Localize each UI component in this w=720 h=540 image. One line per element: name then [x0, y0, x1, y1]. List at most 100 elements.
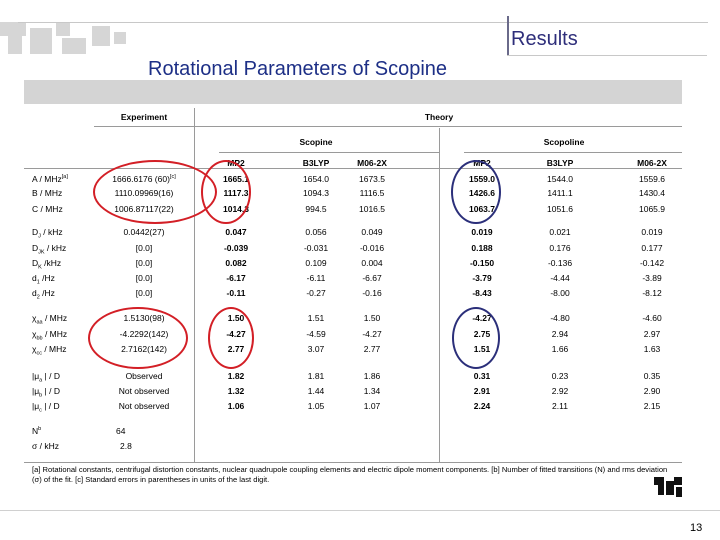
title-band [24, 80, 682, 104]
theory-value: 1.63 [643, 344, 661, 354]
theory-value: 1051.6 [547, 204, 573, 214]
theory-value: 0.31 [473, 371, 491, 381]
university-logo-icon [0, 22, 126, 54]
theory-value: -6.17 [226, 273, 246, 283]
theory-header: Theory [424, 112, 454, 122]
red-highlight-mp2-quadrupole [208, 307, 254, 369]
page-number: 13 [690, 522, 703, 534]
theory-value: 1.51 [307, 313, 325, 323]
theory-value: 2.92 [551, 386, 569, 396]
row-label: χcc / MHz [32, 344, 67, 357]
theory-value: 1654.0 [303, 174, 329, 184]
theory-value: 0.082 [225, 258, 247, 268]
experiment-value: Not observed [118, 401, 170, 411]
row-label: C / MHz [32, 204, 63, 214]
table-top-rule [94, 126, 682, 127]
experiment-value: [0.0] [135, 273, 153, 283]
row-label: d2 /Hz [32, 288, 55, 301]
slide-title: Rotational Parameters of Scopine [148, 58, 448, 80]
theory-value: 3.07 [307, 344, 325, 354]
theory-value: 0.056 [305, 227, 327, 237]
experiment-header: Experiment [120, 112, 168, 122]
experiment-value: [0.0] [135, 288, 153, 298]
theory-value: -0.039 [223, 243, 249, 253]
experiment-value: Not observed [118, 386, 170, 396]
theory-value: 1411.1 [547, 188, 573, 198]
theory-value: 1.50 [363, 313, 381, 323]
theory-value: -3.79 [472, 273, 492, 283]
method-header: M06-2X [637, 158, 667, 168]
experiment-value: [0.0] [135, 243, 153, 253]
row-label: Nb [32, 426, 42, 436]
theory-value: 1.81 [307, 371, 325, 381]
theory-value: -0.11 [226, 288, 246, 298]
parameters-table: Experiment Theory Scopine Scopoline MP2 B3LYP… [24, 104, 682, 492]
theory-value: 2.15 [643, 401, 661, 411]
theory-value: -4.27 [362, 329, 382, 339]
theory-value: 2.97 [643, 329, 661, 339]
theory-value: 1.34 [363, 386, 381, 396]
theory-value: 2.90 [643, 386, 661, 396]
theory-value: -0.150 [469, 258, 495, 268]
theory-value: -8.12 [642, 288, 662, 298]
table-footnote: [a] Rotational constants, centrifugal di… [32, 465, 668, 484]
theory-value: 0.188 [471, 243, 493, 253]
row-label: d1 /Hz [32, 273, 55, 286]
theory-value: 994.5 [305, 204, 327, 214]
theory-value: -0.136 [547, 258, 573, 268]
table-bottom-rule [24, 462, 682, 463]
theory-value: -0.142 [639, 258, 665, 268]
university-logo-small-icon [654, 477, 682, 497]
blue-highlight-scopoline-quadrupole [452, 307, 500, 369]
theory-value: 1.82 [227, 371, 245, 381]
theory-value: 1.86 [363, 371, 381, 381]
red-highlight-experiment-quadrupole [88, 307, 188, 369]
section-bar [507, 16, 509, 56]
theory-value: 1544.0 [547, 174, 573, 184]
theory-value: 2.77 [363, 344, 381, 354]
theory-value: -0.016 [359, 243, 385, 253]
theory-value: 1430.4 [639, 188, 665, 198]
theory-value: 1.32 [227, 386, 245, 396]
theory-value: -8.43 [472, 288, 492, 298]
top-divider [18, 22, 708, 23]
experiment-value: [0.0] [135, 258, 153, 268]
theory-value: 2.91 [473, 386, 491, 396]
group-rule-scopine [219, 152, 439, 153]
theory-value: 1.06 [227, 401, 245, 411]
section-divider [507, 55, 707, 56]
experiment-value: 2.8 [120, 441, 132, 451]
header-bottom-rule [24, 168, 682, 169]
theory-value: 1016.5 [359, 204, 385, 214]
theory-value: -8.00 [550, 288, 570, 298]
theory-value: 1.05 [307, 401, 325, 411]
theory-value: -6.67 [362, 273, 382, 283]
row-label: |μa | / D [32, 371, 60, 384]
theory-value: -4.44 [550, 273, 570, 283]
theory-value: -0.27 [306, 288, 326, 298]
group-header-scopine: Scopine [299, 137, 333, 147]
theory-value: 0.004 [361, 258, 383, 268]
theory-value: 0.019 [471, 227, 493, 237]
theory-value: 0.021 [549, 227, 571, 237]
theory-value: 0.35 [643, 371, 661, 381]
theory-value: -3.89 [642, 273, 662, 283]
row-label: χbb / MHz [32, 329, 68, 342]
theory-value: 1.07 [363, 401, 381, 411]
bottom-divider [0, 510, 720, 511]
theory-value: 1094.3 [303, 188, 329, 198]
theory-value: 0.109 [305, 258, 327, 268]
theory-value: -0.031 [303, 243, 329, 253]
method-header: B3LYP [302, 158, 330, 168]
experiment-value: 0.0442(27) [123, 227, 165, 237]
row-label: χaa / MHz [32, 313, 68, 326]
theory-value: 2.24 [473, 401, 491, 411]
section-label: Results [511, 28, 578, 50]
row-label: A / MHz[a] [32, 174, 68, 184]
theory-value: 0.019 [641, 227, 663, 237]
experiment-value: Observed [125, 371, 163, 381]
theory-value: -4.80 [550, 313, 570, 323]
theory-value: -4.59 [306, 329, 326, 339]
row-label: |μc | / D [32, 401, 60, 414]
theory-value: 2.11 [552, 401, 568, 411]
